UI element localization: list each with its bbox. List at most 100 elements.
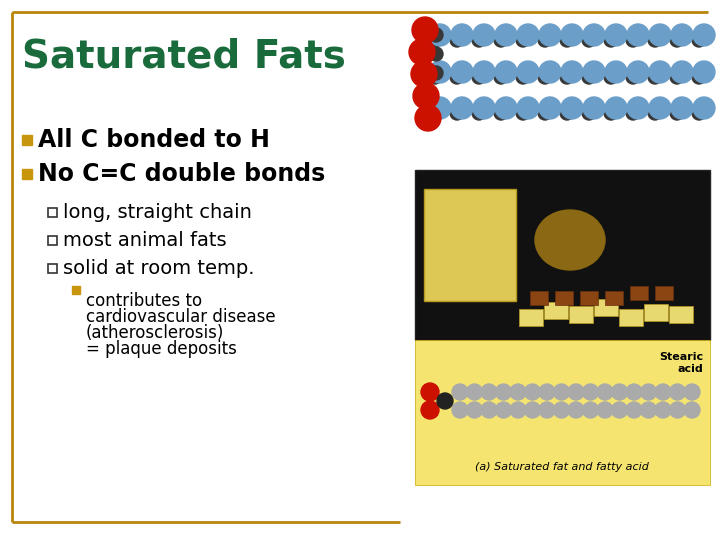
Circle shape: [561, 61, 583, 83]
Bar: [530, 291, 548, 305]
Circle shape: [495, 384, 511, 400]
Circle shape: [597, 384, 613, 400]
Circle shape: [517, 61, 539, 83]
Circle shape: [648, 70, 662, 84]
Circle shape: [539, 384, 555, 400]
FancyBboxPatch shape: [619, 309, 643, 326]
FancyBboxPatch shape: [424, 189, 516, 301]
Circle shape: [517, 24, 539, 46]
Bar: [605, 291, 623, 305]
Circle shape: [473, 97, 495, 119]
Circle shape: [671, 24, 693, 46]
Circle shape: [627, 61, 649, 83]
Circle shape: [648, 33, 662, 47]
Circle shape: [429, 24, 451, 46]
Circle shape: [583, 61, 605, 83]
Circle shape: [421, 401, 439, 419]
Circle shape: [670, 402, 685, 418]
Circle shape: [429, 28, 443, 42]
Circle shape: [605, 61, 627, 83]
Circle shape: [641, 402, 657, 418]
Bar: [555, 291, 573, 305]
Circle shape: [568, 384, 584, 400]
Text: most animal fats: most animal fats: [63, 231, 227, 249]
Circle shape: [611, 384, 628, 400]
Circle shape: [473, 61, 495, 83]
Circle shape: [437, 393, 453, 409]
Circle shape: [554, 402, 570, 418]
Circle shape: [539, 24, 561, 46]
Circle shape: [451, 24, 473, 46]
Circle shape: [604, 106, 618, 120]
Circle shape: [554, 384, 570, 400]
Bar: [48, 207, 57, 217]
Circle shape: [494, 106, 508, 120]
Circle shape: [561, 24, 583, 46]
Circle shape: [626, 402, 642, 418]
Circle shape: [450, 70, 464, 84]
Circle shape: [510, 384, 526, 400]
Circle shape: [450, 106, 464, 120]
Circle shape: [538, 106, 552, 120]
Text: No C=C double bonds: No C=C double bonds: [38, 162, 325, 186]
Circle shape: [494, 33, 508, 47]
Circle shape: [452, 384, 468, 400]
Circle shape: [649, 97, 671, 119]
Circle shape: [582, 106, 596, 120]
Bar: [22, 135, 32, 145]
Circle shape: [560, 106, 574, 120]
Circle shape: [597, 402, 613, 418]
Circle shape: [539, 97, 561, 119]
Circle shape: [524, 384, 541, 400]
Circle shape: [670, 70, 684, 84]
Circle shape: [561, 97, 583, 119]
Circle shape: [671, 97, 693, 119]
Circle shape: [467, 384, 482, 400]
Circle shape: [481, 402, 497, 418]
Circle shape: [648, 106, 662, 120]
Bar: [72, 286, 80, 294]
Circle shape: [429, 66, 443, 80]
Circle shape: [517, 97, 539, 119]
Text: (atherosclerosis): (atherosclerosis): [86, 324, 225, 342]
Circle shape: [452, 402, 468, 418]
Circle shape: [627, 24, 649, 46]
Circle shape: [516, 33, 530, 47]
Text: Saturated Fats: Saturated Fats: [22, 38, 346, 76]
Circle shape: [655, 402, 671, 418]
Circle shape: [605, 24, 627, 46]
Text: (a) Saturated fat and fatty acid: (a) Saturated fat and fatty acid: [475, 462, 649, 472]
Text: solid at room temp.: solid at room temp.: [63, 259, 254, 278]
Circle shape: [472, 33, 486, 47]
Circle shape: [692, 106, 706, 120]
Circle shape: [473, 24, 495, 46]
Circle shape: [516, 106, 530, 120]
Circle shape: [604, 70, 618, 84]
Circle shape: [510, 402, 526, 418]
Circle shape: [670, 106, 684, 120]
Text: All C bonded to H: All C bonded to H: [38, 128, 270, 152]
Circle shape: [627, 97, 649, 119]
Circle shape: [429, 47, 443, 61]
Circle shape: [428, 33, 442, 47]
Circle shape: [429, 97, 451, 119]
Circle shape: [684, 384, 700, 400]
Circle shape: [582, 384, 598, 400]
Circle shape: [495, 97, 517, 119]
Circle shape: [626, 70, 640, 84]
Circle shape: [516, 70, 530, 84]
Bar: [48, 264, 57, 273]
Circle shape: [693, 24, 715, 46]
Circle shape: [415, 105, 441, 131]
Circle shape: [684, 402, 700, 418]
Text: = plaque deposits: = plaque deposits: [86, 340, 237, 358]
Circle shape: [421, 383, 439, 401]
Circle shape: [626, 384, 642, 400]
Circle shape: [539, 61, 561, 83]
Circle shape: [495, 402, 511, 418]
Circle shape: [692, 70, 706, 84]
Circle shape: [568, 402, 584, 418]
FancyBboxPatch shape: [644, 304, 668, 321]
Circle shape: [495, 24, 517, 46]
FancyBboxPatch shape: [569, 306, 593, 323]
